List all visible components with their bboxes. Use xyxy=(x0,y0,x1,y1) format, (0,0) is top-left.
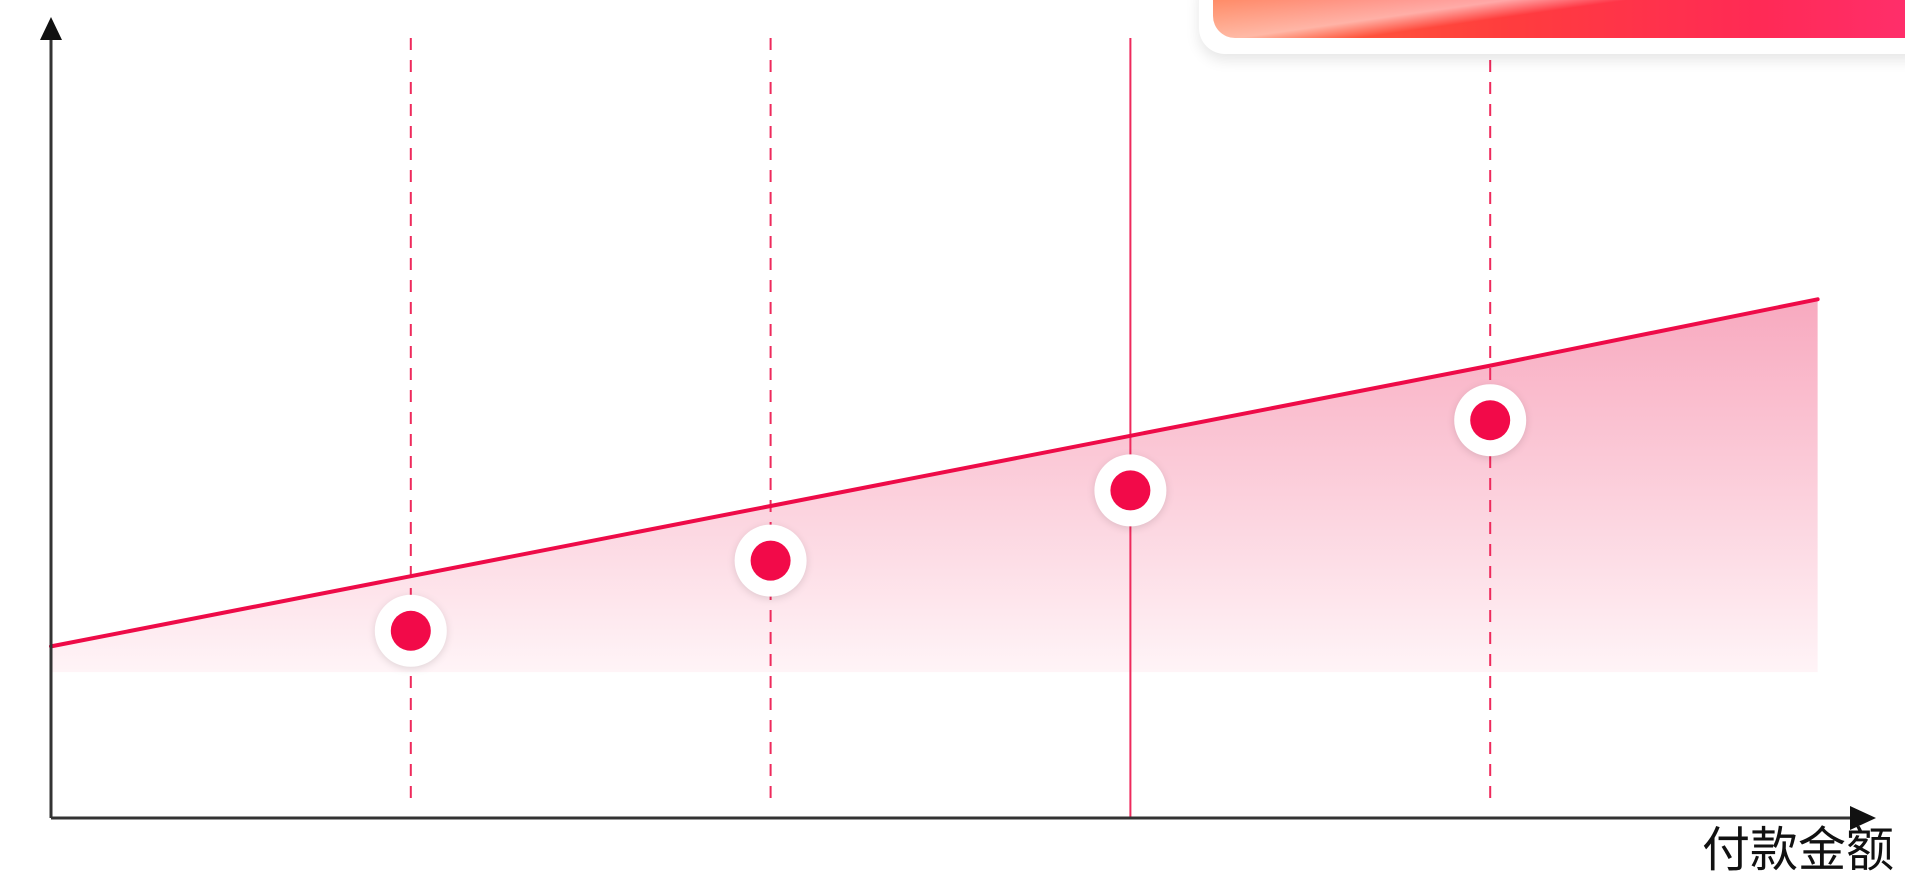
data-point-2 xyxy=(750,540,791,581)
series-line xyxy=(49,297,1820,649)
data-point-4 xyxy=(1470,400,1511,441)
x-axis-label: 付款金额 xyxy=(1701,822,1894,878)
y-axis-arrow-icon xyxy=(40,17,62,40)
data-point-1 xyxy=(390,610,431,651)
x-axis-arrow-icon xyxy=(1850,806,1876,830)
top-right-banner-card xyxy=(1199,0,1905,54)
area-fill xyxy=(51,299,1818,673)
data-point-3 xyxy=(1110,470,1151,511)
banner-gradient-strip xyxy=(1213,0,1905,38)
